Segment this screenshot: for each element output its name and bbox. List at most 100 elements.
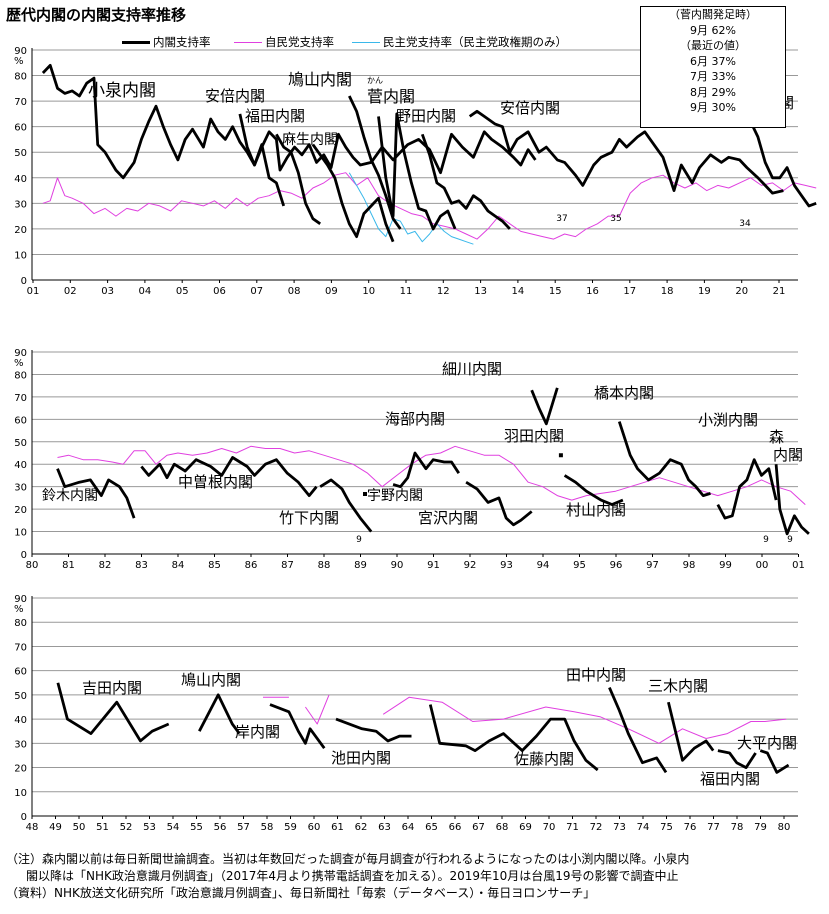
legend-cabinet-swatch xyxy=(122,41,150,44)
series-line-cabinet xyxy=(41,63,537,180)
furigana-label: かん xyxy=(367,76,383,85)
x-tick-label: 80 xyxy=(778,822,791,833)
y-tick-label: 30 xyxy=(14,483,27,494)
series-line-cabinet xyxy=(667,701,715,762)
value-annotation: 9 xyxy=(763,535,769,545)
x-tick-label: 65 xyxy=(425,822,438,833)
x-tick-label: 10 xyxy=(362,286,375,297)
page-title: 歴代内閣の内閣支持率推移 xyxy=(6,6,187,24)
x-tick-label: 87 xyxy=(281,560,294,571)
x-tick-label: 17 xyxy=(623,286,636,297)
cabinet-label: 田中内閣 xyxy=(566,666,626,684)
series-line-cabinet xyxy=(716,458,778,520)
x-tick-label: 92 xyxy=(464,560,477,571)
x-tick-label: 05 xyxy=(176,286,189,297)
cabinet-label: 橋本内閣 xyxy=(594,384,654,402)
info-line: 9月 30% xyxy=(690,101,736,114)
x-tick-label: 74 xyxy=(637,822,650,833)
series-line-cabinet xyxy=(275,133,322,225)
y-tick-label: 90 xyxy=(14,348,27,359)
value-annotation: 35 xyxy=(610,214,621,224)
x-tick-label: 52 xyxy=(120,822,133,833)
series-line-cabinet xyxy=(140,456,318,497)
cabinet-label: 福田内閣 xyxy=(245,107,305,125)
legend-ldp-label: 自民党支持率 xyxy=(265,35,334,49)
legend-ldp: 自民党支持率 xyxy=(234,34,334,49)
series-line-cabinet xyxy=(198,693,241,735)
cabinet-label: 三木内閣 xyxy=(648,677,708,695)
cabinet-label: 安倍内閣 xyxy=(205,87,265,105)
cabinet-label: 竹下内閣 xyxy=(279,509,339,527)
y-tick-label: 80 xyxy=(14,72,27,83)
y-tick-label: 0 xyxy=(21,276,27,287)
y-tick-label: 70 xyxy=(14,97,27,108)
x-tick-label: 01 xyxy=(792,560,805,571)
x-tick-label: 77 xyxy=(707,822,720,833)
x-tick-label: 64 xyxy=(402,822,415,833)
y-axis-unit: % xyxy=(14,604,24,615)
cabinet-label: 麻生内閣 xyxy=(282,132,338,148)
x-tick-label: 08 xyxy=(288,286,301,297)
cabinet-label: 中曽根内閣 xyxy=(178,473,253,491)
x-tick-label: 84 xyxy=(172,560,185,571)
x-tick-label: 09 xyxy=(325,286,338,297)
series-line-cabinet xyxy=(56,468,136,519)
series-line-cabinet xyxy=(420,133,511,230)
x-tick-label: 49 xyxy=(49,822,62,833)
series-line-cabinet xyxy=(465,481,533,527)
x-tick-label: 01 xyxy=(27,286,40,297)
cabinet-label: 小泉内閣 xyxy=(88,81,156,101)
series-line-cabinet xyxy=(335,717,412,743)
y-axis-unit: % xyxy=(14,358,24,369)
x-tick-label: 79 xyxy=(754,822,767,833)
x-tick-label: 59 xyxy=(284,822,297,833)
info-line: 8月 29% xyxy=(690,85,736,99)
cabinet-label: 菅内閣 xyxy=(367,87,415,106)
x-tick-label: 61 xyxy=(331,822,344,833)
value-annotation: 37 xyxy=(556,214,567,224)
cabinet-marker xyxy=(363,492,367,496)
y-tick-label: 60 xyxy=(14,123,27,134)
x-tick-label: 81 xyxy=(62,560,75,571)
note-line-2: 閣以降は「NHK政治意識月例調査」（2017年4月より携帯電話調査を加える）。2… xyxy=(26,869,679,883)
y-tick-label: 50 xyxy=(14,148,27,159)
x-tick-label: 63 xyxy=(378,822,391,833)
x-tick-label: 57 xyxy=(237,822,250,833)
x-tick-label: 91 xyxy=(427,560,440,571)
x-tick-label: 50 xyxy=(73,822,86,833)
x-tick-label: 73 xyxy=(613,822,626,833)
y-tick-label: 40 xyxy=(14,174,27,185)
x-tick-label: 02 xyxy=(64,286,77,297)
x-tick-label: 71 xyxy=(566,822,579,833)
y-tick-label: 0 xyxy=(21,812,27,823)
y-tick-label: 60 xyxy=(14,667,27,678)
x-tick-label: 48 xyxy=(26,822,39,833)
series-line-cabinet xyxy=(717,749,757,769)
y-tick-label: 90 xyxy=(14,594,27,605)
legend-cabinet-label: 内閣支持率 xyxy=(153,35,211,49)
x-tick-label: 93 xyxy=(500,560,513,571)
y-tick-label: 80 xyxy=(14,370,27,381)
value-annotation: 9 xyxy=(356,535,362,545)
series-line-cabinet xyxy=(56,682,170,743)
y-tick-label: 60 xyxy=(14,415,27,426)
cabinet-label: 鳩山内閣 xyxy=(288,70,352,89)
cabinet-label: 岸内閣 xyxy=(235,723,280,741)
legend-dpj-label: 民主党支持率（民主党政権期のみ） xyxy=(383,35,567,49)
x-tick-label: 19 xyxy=(698,286,711,297)
x-tick-label: 72 xyxy=(590,822,603,833)
series-line-cabinet xyxy=(311,143,395,243)
series-line-cabinet xyxy=(377,112,457,231)
series-line-cabinet xyxy=(269,703,326,750)
y-tick-label: 0 xyxy=(21,550,27,561)
note-line-1: （注）森内閣以前は毎日新聞世論調査。当初は年数回だった調査が毎月調査が行われるよ… xyxy=(6,852,690,866)
x-tick-label: 68 xyxy=(496,822,509,833)
y-tick-label: 40 xyxy=(14,715,27,726)
series-line-cabinet xyxy=(608,687,668,774)
series-line-dpj xyxy=(348,172,474,245)
legend-ldp-swatch xyxy=(234,42,262,43)
x-tick-label: 55 xyxy=(190,822,203,833)
x-tick-label: 67 xyxy=(472,822,485,833)
y-tick-label: 30 xyxy=(14,739,27,750)
